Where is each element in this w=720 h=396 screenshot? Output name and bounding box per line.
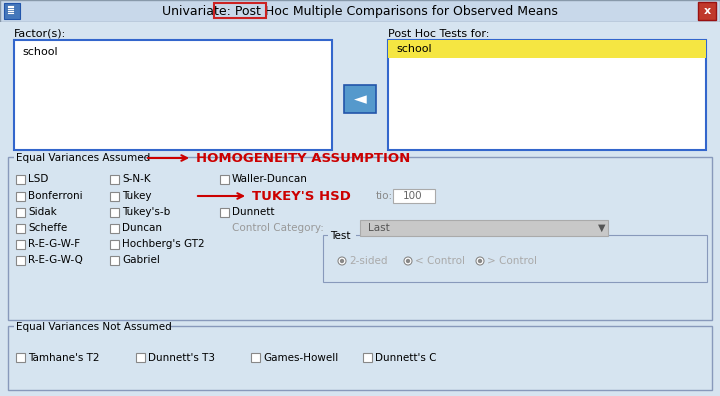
Text: Games-Howell: Games-Howell	[263, 353, 338, 363]
Text: TUKEY'S HSD: TUKEY'S HSD	[252, 190, 351, 202]
Bar	[8, 157, 712, 320]
Bar	[698, 2, 716, 20]
Text: R-E-G-W-F: R-E-G-W-F	[28, 239, 80, 249]
Circle shape	[341, 259, 343, 263]
Bar	[16, 192, 25, 201]
Circle shape	[404, 257, 412, 265]
Text: HOMOGENEITY ASSUMPTION: HOMOGENEITY ASSUMPTION	[196, 152, 410, 164]
Bar	[16, 256, 25, 265]
Text: Tukey: Tukey	[122, 191, 151, 201]
Text: ◄: ◄	[354, 90, 366, 108]
Text: R-E-G-W-Q: R-E-G-W-Q	[28, 255, 83, 265]
Text: x: x	[703, 6, 711, 16]
Bar	[363, 353, 372, 362]
Bar	[110, 192, 119, 201]
Text: Dunnett's C: Dunnett's C	[375, 353, 436, 363]
Text: Test: Test	[330, 231, 351, 241]
Text: Gabriel: Gabriel	[122, 255, 160, 265]
Text: ▼: ▼	[598, 223, 606, 233]
Text: Duncan: Duncan	[122, 223, 162, 233]
Text: Scheffe: Scheffe	[28, 223, 67, 233]
Text: Factor(s):: Factor(s):	[14, 29, 66, 39]
Bar	[14, 322, 169, 332]
Text: LSD: LSD	[28, 174, 48, 184]
Bar	[4, 3, 20, 19]
Bar	[136, 353, 145, 362]
Bar	[110, 240, 119, 249]
Text: Post Hoc Tests for:: Post Hoc Tests for:	[388, 29, 490, 39]
Text: Tamhane's T2: Tamhane's T2	[28, 353, 99, 363]
Text: Hochberg's GT2: Hochberg's GT2	[122, 239, 204, 249]
Bar	[8, 326, 712, 390]
Bar	[110, 224, 119, 233]
Text: Equal Variances Not Assumed: Equal Variances Not Assumed	[16, 322, 172, 332]
Bar	[110, 208, 119, 217]
Bar	[344, 85, 376, 113]
Text: 100: 100	[403, 191, 423, 201]
Bar	[14, 40, 332, 150]
Bar	[16, 224, 25, 233]
Circle shape	[479, 259, 482, 263]
Text: Bonferroni: Bonferroni	[28, 191, 83, 201]
Bar	[214, 3, 266, 18]
Text: Dunnett's T3: Dunnett's T3	[148, 353, 215, 363]
Text: Last: Last	[368, 223, 390, 233]
Bar	[16, 240, 25, 249]
Text: Dunnett: Dunnett	[232, 207, 274, 217]
Bar	[0, 0, 720, 22]
Text: S-N-K: S-N-K	[122, 174, 150, 184]
Circle shape	[407, 259, 410, 263]
Text: school: school	[396, 44, 431, 54]
Bar	[110, 175, 119, 184]
Bar	[388, 40, 706, 58]
Text: 2-sided: 2-sided	[349, 256, 387, 266]
Bar	[16, 353, 25, 362]
Circle shape	[476, 257, 484, 265]
Text: school: school	[22, 47, 58, 57]
Text: Tukey's-b: Tukey's-b	[122, 207, 170, 217]
Bar	[7, 5, 14, 14]
Text: Sidak: Sidak	[28, 207, 57, 217]
Bar	[251, 353, 260, 362]
Bar	[328, 233, 356, 241]
Bar	[388, 40, 706, 150]
Bar	[16, 208, 25, 217]
Text: < Control: < Control	[415, 256, 465, 266]
Bar	[393, 189, 435, 203]
Bar	[220, 175, 229, 184]
Bar	[360, 220, 608, 236]
Bar	[14, 153, 139, 163]
Bar	[110, 256, 119, 265]
Bar	[220, 208, 229, 217]
Bar	[16, 175, 25, 184]
Bar	[323, 235, 707, 282]
Text: Waller-Duncan: Waller-Duncan	[232, 174, 308, 184]
Text: Control Category:: Control Category:	[232, 223, 324, 233]
Text: Univariate: Post Hoc Multiple Comparisons for Observed Means: Univariate: Post Hoc Multiple Comparison…	[162, 4, 558, 17]
Circle shape	[338, 257, 346, 265]
Text: Equal Variances Assumed: Equal Variances Assumed	[16, 153, 150, 163]
Text: > Control: > Control	[487, 256, 537, 266]
Text: tio:: tio:	[376, 191, 393, 201]
